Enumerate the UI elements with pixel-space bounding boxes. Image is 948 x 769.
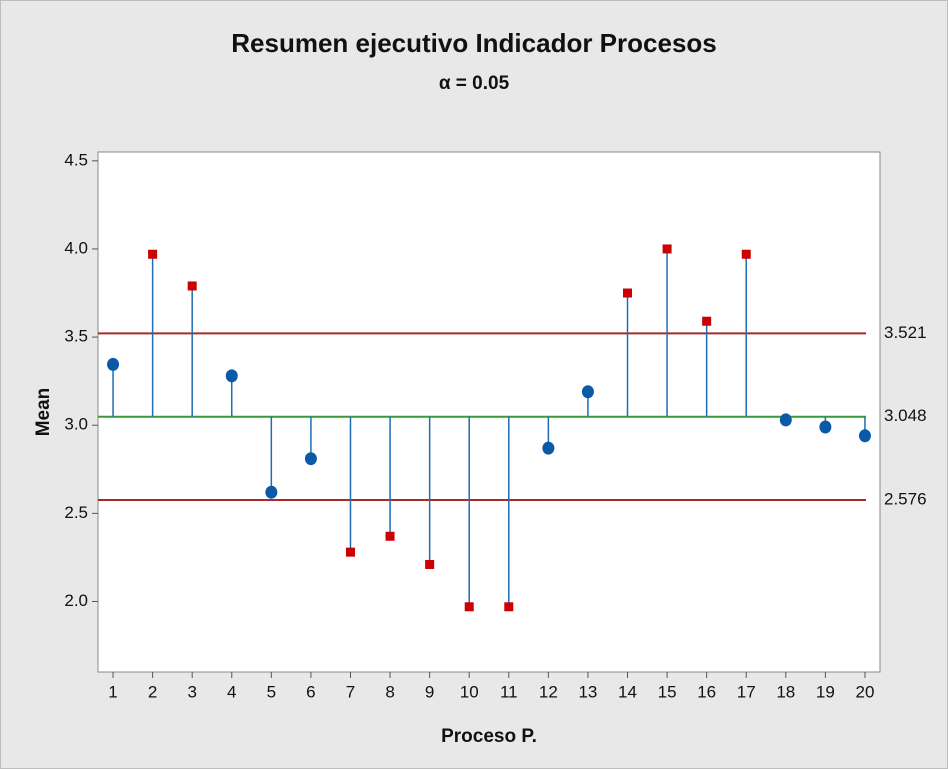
x-tick-label: 10: [460, 682, 479, 701]
y-tick-label: 3.0: [64, 415, 88, 434]
plot-area: [97, 151, 881, 673]
x-tick-label: 12: [539, 682, 558, 701]
y-tick-label: 2.0: [64, 591, 88, 610]
x-axis-label: Proceso P.: [441, 726, 537, 747]
x-tick-label: 3: [187, 682, 196, 701]
y-tick-label: 4.5: [64, 150, 88, 169]
point-outside: [504, 602, 514, 612]
x-tick-label: 7: [346, 682, 355, 701]
point: [265, 485, 278, 499]
x-tick-label: 15: [658, 682, 677, 701]
x-tick-label: 6: [306, 682, 315, 701]
point: [107, 357, 120, 371]
y-tick-label: 4.0: [64, 238, 88, 257]
point-outside: [702, 316, 712, 326]
point-outside: [385, 531, 395, 541]
chart-subtitle: α = 0.05: [439, 73, 510, 94]
x-tick-label: 14: [618, 682, 637, 701]
x-tick-label: 2: [148, 682, 157, 701]
point-outside: [187, 281, 197, 291]
y-axis-label: Mean: [33, 388, 54, 437]
point-outside: [464, 602, 474, 612]
y-tick-label: 3.5: [64, 327, 88, 346]
x-tick-label: 9: [425, 682, 434, 701]
x-tick-label: 5: [267, 682, 276, 701]
x-tick-label: 11: [500, 682, 518, 701]
x-tick-label: 16: [697, 682, 716, 701]
point-outside: [345, 547, 355, 557]
decision-limit-label: 2.576: [884, 489, 927, 508]
decision-limit-label: 3.521: [884, 323, 927, 342]
point-outside: [662, 244, 672, 254]
y-tick-label: 2.5: [64, 503, 88, 522]
x-tick-label: 18: [776, 682, 795, 701]
x-tick-label: 17: [737, 682, 756, 701]
point-outside: [148, 249, 158, 259]
point: [581, 385, 594, 399]
x-tick-label: 4: [227, 682, 236, 701]
x-tick-label: 13: [578, 682, 597, 701]
center-line-label: 3.048: [884, 406, 927, 425]
x-tick-label: 1: [108, 682, 117, 701]
point-outside: [623, 288, 633, 298]
point: [779, 413, 792, 427]
chart-title: Resumen ejecutivo Indicador Procesos: [231, 28, 717, 58]
x-tick-label: 20: [856, 682, 875, 701]
point-outside: [425, 559, 435, 569]
point: [225, 369, 238, 383]
point-outside: [741, 249, 751, 259]
point: [819, 420, 832, 434]
x-tick-label: 8: [385, 682, 394, 701]
point: [858, 429, 871, 443]
point: [304, 452, 317, 466]
point: [542, 441, 555, 455]
x-tick-label: 19: [816, 682, 835, 701]
